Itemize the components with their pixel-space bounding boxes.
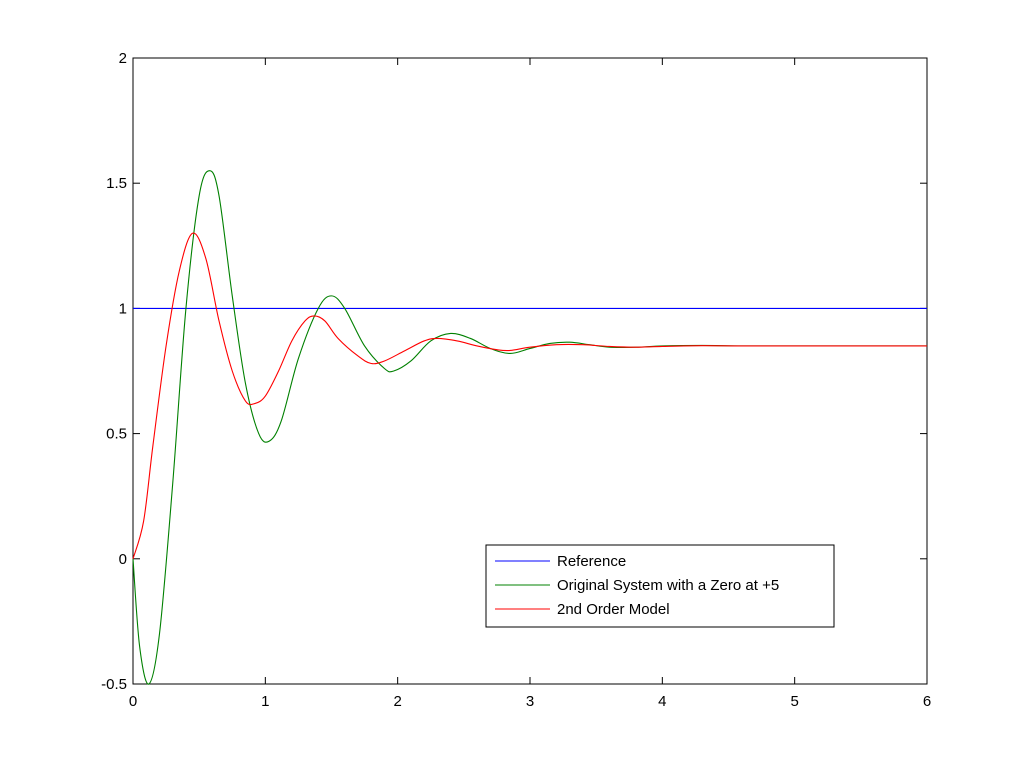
y-tick-label: 1.5 bbox=[106, 175, 127, 192]
series-line-2 bbox=[132, 232, 927, 559]
x-tick-label: 4 bbox=[658, 693, 666, 710]
x-tick-label: 5 bbox=[790, 693, 798, 710]
series-lines bbox=[132, 170, 927, 685]
x-tick-label: 3 bbox=[526, 693, 534, 710]
y-tick-label: 0.5 bbox=[106, 426, 127, 443]
y-tick-label: 0 bbox=[119, 551, 127, 568]
y-tick-label: 1 bbox=[119, 300, 127, 317]
legend: Reference Original System with a Zero at … bbox=[485, 544, 835, 628]
x-tick-label: 0 bbox=[129, 693, 137, 710]
legend-label: Original System with a Zero at +5 bbox=[557, 577, 779, 594]
legend-label: 2nd Order Model bbox=[557, 601, 670, 618]
y-tick-label: 2 bbox=[119, 50, 127, 67]
y-tick-label: -0.5 bbox=[101, 676, 127, 693]
x-tick-label: 1 bbox=[261, 693, 269, 710]
axis-ticks: 0 1 2 3 4 5 6-0.500.511.52 bbox=[101, 50, 931, 710]
legend-box bbox=[485, 544, 835, 628]
x-tick-label: 6 bbox=[923, 693, 931, 710]
legend-label: Reference bbox=[557, 553, 626, 570]
x-tick-label: 2 bbox=[393, 693, 401, 710]
